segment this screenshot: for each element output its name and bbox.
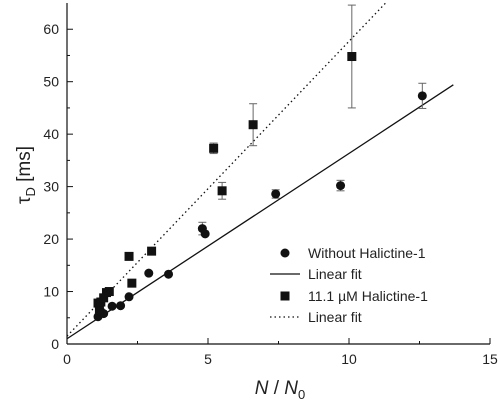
y-tick-label: 40 [43, 126, 59, 142]
data-point-circle [124, 292, 134, 302]
data-point-square [347, 52, 357, 62]
y-tick-label: 20 [43, 231, 59, 247]
data-point-square [209, 143, 219, 153]
y-tick-label: 50 [43, 74, 59, 90]
legend-label-without-halictine: Without Halictine-1 [308, 245, 426, 261]
data-point-circle [336, 181, 346, 191]
data-point-square [147, 246, 157, 256]
x-axis-label: N / N0 [255, 378, 306, 402]
legend-label-linear-fit-1: Linear fit [308, 266, 362, 282]
y-axis-label: τD [ms] [14, 146, 38, 204]
data-point-circle [200, 229, 210, 239]
error-bars [198, 4, 427, 236]
data-point-square [248, 120, 258, 130]
data-point-circle [417, 91, 427, 101]
legend: Without Halictine-1 Linear fit 11.1 µM H… [270, 245, 428, 325]
data-point-square [99, 293, 109, 303]
data-point-square [124, 251, 134, 261]
data-point-square [104, 287, 114, 297]
data-point-square [127, 278, 137, 288]
legend-label-linear-fit-2: Linear fit [308, 309, 362, 325]
data-point-square [217, 186, 227, 196]
x-tick-label: 15 [482, 351, 498, 367]
fit-line-dotted [66, 2, 387, 337]
data-point-circle [107, 301, 117, 311]
legend-label-halictine: 11.1 µM Halictine-1 [308, 288, 428, 304]
y-tick-label: 30 [43, 179, 59, 195]
x-tick-label: 10 [341, 351, 357, 367]
data-points [93, 52, 427, 322]
legend-symbol-square [280, 291, 290, 301]
tick-labels: 0 5 10 15 0 10 20 30 40 50 60 [43, 21, 498, 367]
y-tick-label: 60 [43, 21, 59, 37]
y-tick-label: 0 [51, 336, 59, 352]
data-point-circle [164, 269, 174, 279]
data-point-square [94, 305, 104, 315]
legend-symbol-circle [280, 248, 290, 258]
axes [66, 3, 491, 345]
y-tick-label: 10 [43, 284, 59, 300]
data-point-circle [271, 189, 281, 199]
data-point-circle [116, 301, 126, 311]
data-point-circle [144, 268, 154, 278]
x-tick-label: 5 [204, 351, 212, 367]
x-tick-label: 0 [63, 351, 71, 367]
